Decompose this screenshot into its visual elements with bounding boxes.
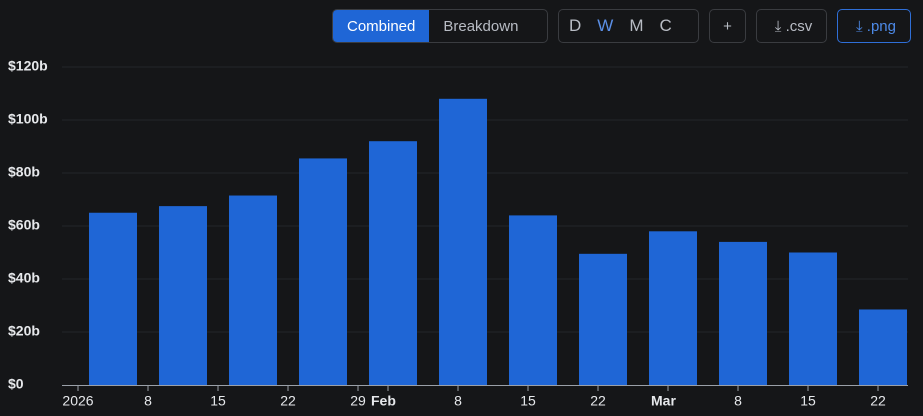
x-tick-label: 22 (590, 393, 606, 409)
bar (89, 212, 137, 385)
bar (159, 206, 207, 385)
png-text: .png (866, 17, 896, 35)
bar (439, 98, 487, 386)
y-tick-label: $60b (8, 217, 40, 233)
breakdown-button[interactable]: Breakdown (443, 17, 519, 35)
bar (649, 231, 697, 385)
add-label: + (723, 17, 732, 35)
x-tick-label: 8 (454, 393, 462, 409)
y-tick-label: $120b (8, 58, 48, 74)
period-toggle: D W M C (558, 9, 699, 43)
bar (229, 195, 277, 385)
x-tick-label: 8 (144, 393, 152, 409)
x-tick-label: 29 (350, 393, 366, 409)
view-toggle: Combined Breakdown (332, 9, 548, 43)
csv-label: ⤓ .csv (774, 17, 813, 35)
bar (369, 141, 417, 385)
png-label: ⤓ .png (855, 17, 896, 35)
y-tick-label: $100b (8, 111, 48, 127)
y-tick-label: $40b (8, 270, 40, 286)
x-tick-label: 22 (280, 393, 296, 409)
period-button[interactable]: C (659, 16, 672, 35)
bar (299, 158, 347, 385)
y-tick-label: $80b (8, 164, 40, 180)
bar (579, 253, 627, 385)
png-button[interactable]: ⤓ .png (837, 9, 911, 43)
period-button[interactable]: M (629, 16, 644, 35)
x-tick-label: 22 (870, 393, 886, 409)
x-tick-label: 2026 (62, 393, 93, 409)
y-tick-label: $20b (8, 323, 40, 339)
bar (859, 309, 907, 385)
y-tick-label: $0 (8, 376, 24, 392)
x-tick-label: 15 (210, 393, 226, 409)
csv-text: .csv (785, 17, 813, 35)
x-tick-label: 15 (800, 393, 816, 409)
combined-button[interactable]: Combined (333, 10, 430, 42)
bar (509, 215, 557, 385)
period-button[interactable]: D (569, 16, 582, 35)
csv-button[interactable]: ⤓ .csv (756, 9, 827, 43)
x-tick-label: 8 (734, 393, 742, 409)
x-tick-label: Feb (371, 393, 396, 409)
x-tick-label: Mar (651, 393, 676, 409)
bar (789, 252, 837, 385)
add-button[interactable]: + (709, 9, 746, 43)
bar (719, 241, 767, 385)
x-tick-label: 15 (520, 393, 536, 409)
period-button[interactable]: W (597, 16, 614, 35)
